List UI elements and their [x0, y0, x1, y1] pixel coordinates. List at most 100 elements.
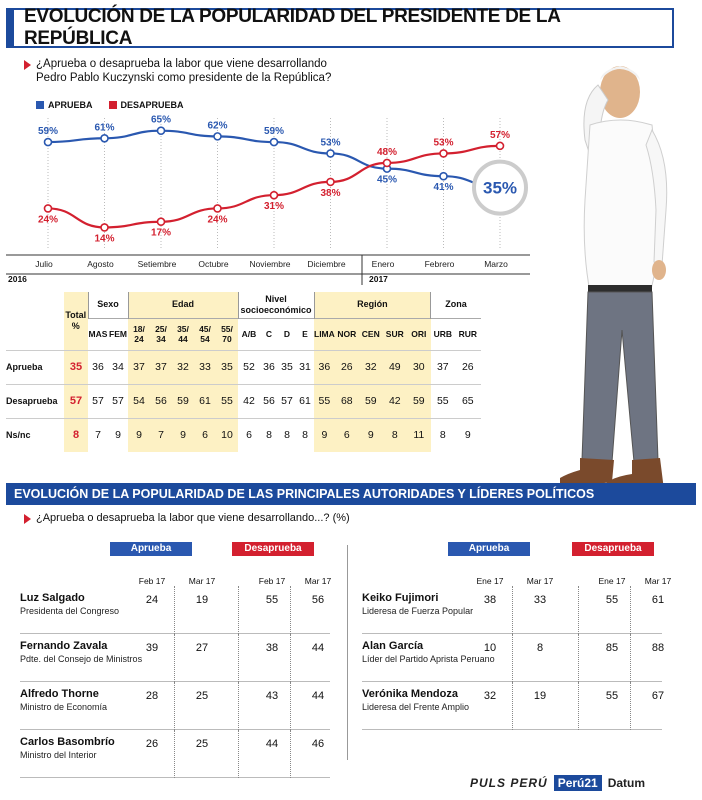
- year-label: 2016: [8, 274, 27, 284]
- value-cell: 28: [145, 690, 159, 702]
- table-sub-header: CEN: [358, 317, 383, 350]
- column-divider: [290, 586, 291, 634]
- x-tick-label: Noviembre: [249, 259, 290, 269]
- table-cell: 33: [194, 349, 216, 384]
- table-group-header: Nivel socioeconómico: [237, 292, 314, 318]
- data-label: 17%: [151, 228, 171, 239]
- title-accent: [8, 10, 14, 46]
- data-point: [100, 223, 109, 232]
- x-tick-label: Diciembre: [307, 259, 346, 269]
- legend-desaprueba-label: DESAPRUEBA: [120, 100, 184, 110]
- table-cell: 8: [430, 417, 455, 452]
- politician-role: Líder del Partido Aprista Peruano: [362, 654, 495, 664]
- table-cell: 10: [216, 417, 238, 452]
- period-label: Mar 17: [526, 576, 554, 586]
- value-cell: 44: [311, 642, 325, 654]
- data-point: [269, 137, 279, 147]
- column-divider: [238, 730, 239, 778]
- table-cell: 26: [334, 349, 359, 384]
- table-cell: 37: [150, 349, 172, 384]
- table-sub-header: URB: [430, 317, 455, 350]
- column-divider: [290, 634, 291, 682]
- table-cell: 36: [88, 349, 108, 384]
- table-cell: 11: [406, 417, 431, 452]
- bullet-triangle-icon: [24, 60, 31, 70]
- x-tick-label: Enero: [372, 259, 395, 269]
- politician-name: Alan García: [362, 640, 424, 652]
- column-divider: [512, 586, 513, 634]
- table-row-label: Desaprueba: [6, 383, 64, 418]
- table-group-header-row: Total % Sexo Edad Nivel socioeconómico Regió…: [6, 292, 481, 350]
- table-sub-header: NOR: [334, 317, 359, 350]
- value-cell: 19: [195, 594, 209, 606]
- value-cell: 67: [651, 690, 665, 702]
- table-group-header: Región: [313, 292, 431, 318]
- table-cell: 55: [430, 383, 455, 418]
- table-cell: 8: [296, 417, 314, 452]
- table-cell: 37: [128, 349, 150, 384]
- value-cell: 26: [145, 738, 159, 750]
- table-sub-header: C: [260, 317, 278, 350]
- data-point: [156, 126, 166, 135]
- bullet-triangle-icon: [24, 514, 31, 524]
- politician-role: Lideresa del Frente Amplio: [362, 702, 470, 712]
- data-label: 24%: [207, 214, 227, 225]
- legend-aprueba-label: APRUEBA: [48, 100, 93, 110]
- value-cell: 44: [311, 690, 325, 702]
- column-divider: [238, 586, 239, 634]
- value-cell: 55: [605, 690, 619, 702]
- list-item: Verónika Mendoza Lideresa del Frente Ampl…: [362, 682, 664, 730]
- desaprueba-header: Desaprueba: [572, 542, 654, 556]
- table-cell: 36: [314, 349, 335, 384]
- table-cell: 26: [454, 349, 481, 384]
- section2-title: EVOLUCIÓN DE LA POPULARIDAD DE LAS PRINC…: [14, 487, 595, 501]
- column-divider: [578, 682, 579, 730]
- table-cell: 34: [108, 349, 128, 384]
- table-cell: 59: [172, 383, 194, 418]
- table-cell: 6: [238, 417, 260, 452]
- table-cell: 42: [382, 383, 407, 418]
- politician-name: Luz Salgado: [20, 592, 85, 604]
- data-point: [495, 141, 505, 151]
- politician-role: Ministro de Economía: [20, 702, 108, 712]
- value-cell: 46: [311, 738, 325, 750]
- table-cell: 49: [382, 349, 407, 384]
- table-cell: 56: [260, 383, 278, 418]
- value-cell: 32: [483, 690, 497, 702]
- table-cell: 52: [238, 349, 260, 384]
- column-divider: [238, 682, 239, 730]
- table-cell: 59: [406, 383, 431, 418]
- politician-role: Ministro del Interior: [20, 750, 97, 760]
- table-cell: 35: [278, 349, 296, 384]
- politician-name: Keiko Fujimori: [362, 592, 439, 604]
- table-cell: 59: [358, 383, 383, 418]
- list-item: Carlos Basombrío Ministro del Interior 26 2…: [20, 730, 330, 778]
- aprueba-header: Aprueba: [110, 542, 192, 556]
- data-point: [43, 204, 53, 213]
- data-label: 48%: [377, 147, 397, 158]
- value-cell: 43: [265, 690, 279, 702]
- data-point: [156, 217, 166, 227]
- column-divider: [174, 682, 175, 730]
- x-tick-label: Octubre: [198, 259, 229, 269]
- column-divider: [630, 634, 631, 682]
- column-divider: [512, 682, 513, 730]
- data-label: 61%: [94, 122, 114, 133]
- value-cell: 39: [145, 642, 159, 654]
- politician-name: Carlos Basombrío: [20, 736, 115, 748]
- table-cell: 57: [108, 383, 128, 418]
- table-cell: 31: [296, 349, 314, 384]
- table-cell: 55: [314, 383, 335, 418]
- data-label: 53%: [433, 137, 453, 148]
- data-label: 24%: [38, 214, 58, 225]
- table-total-cell: 8: [64, 417, 88, 452]
- data-label: 65%: [151, 115, 171, 126]
- table-cell: 9: [108, 417, 128, 452]
- period-label: Ene 17: [598, 576, 626, 586]
- table-cell: 54: [128, 383, 150, 418]
- data-point: [326, 177, 335, 187]
- value-cell: 33: [533, 594, 547, 606]
- value-cell: 85: [605, 642, 619, 654]
- brand-datum: Datum: [607, 776, 646, 790]
- column-divider: [512, 634, 513, 682]
